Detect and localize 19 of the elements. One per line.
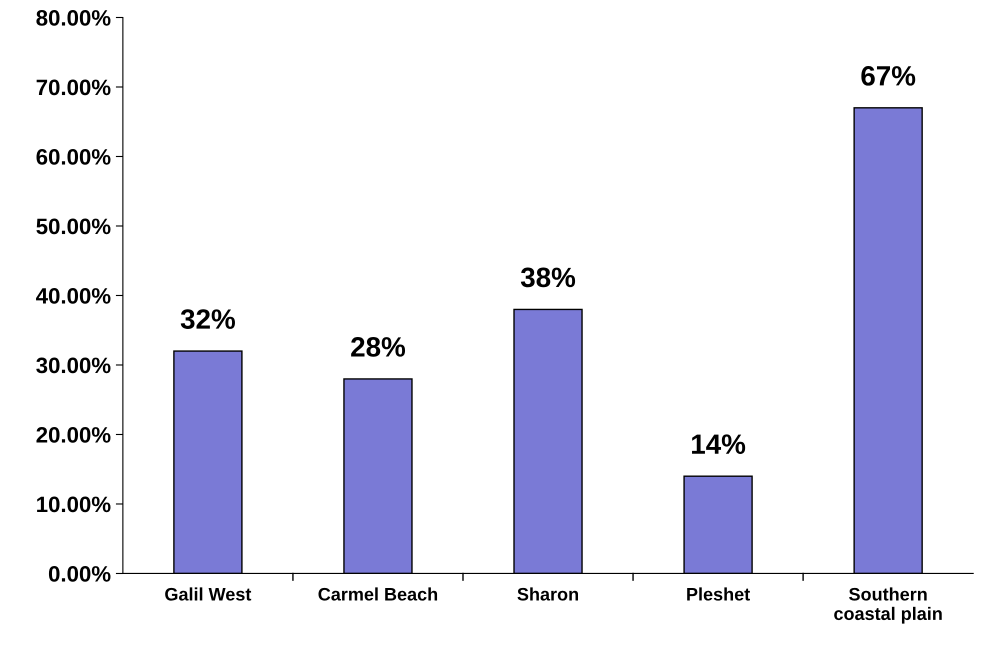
y-tick-label: 0.00% (48, 566, 110, 582)
y-tick-label: 50.00% (36, 218, 110, 234)
x-tick-label: Southern coastal plain (834, 587, 942, 624)
y-tick-label: 20.00% (36, 427, 110, 443)
y-tick-label: 60.00% (36, 149, 110, 165)
data-label: 28% (351, 337, 406, 357)
y-tick-label: 80.00% (36, 10, 110, 26)
data-label: 14% (692, 434, 746, 454)
x-tick-label: Sharon (517, 587, 578, 601)
x-tick-label: Carmel Beach (318, 587, 438, 601)
data-label: 38% (520, 268, 576, 288)
y-tick-label: 30.00% (36, 358, 110, 374)
x-tick-label: Galil West (165, 587, 252, 601)
y-tick-label: 40.00% (36, 288, 110, 304)
y-tick-label: 70.00% (36, 80, 110, 96)
data-label: 32% (180, 309, 235, 329)
x-tick-label: Pleshet (687, 587, 750, 601)
y-tick-label: 10.00% (37, 496, 110, 512)
data-label: 67% (861, 66, 916, 86)
